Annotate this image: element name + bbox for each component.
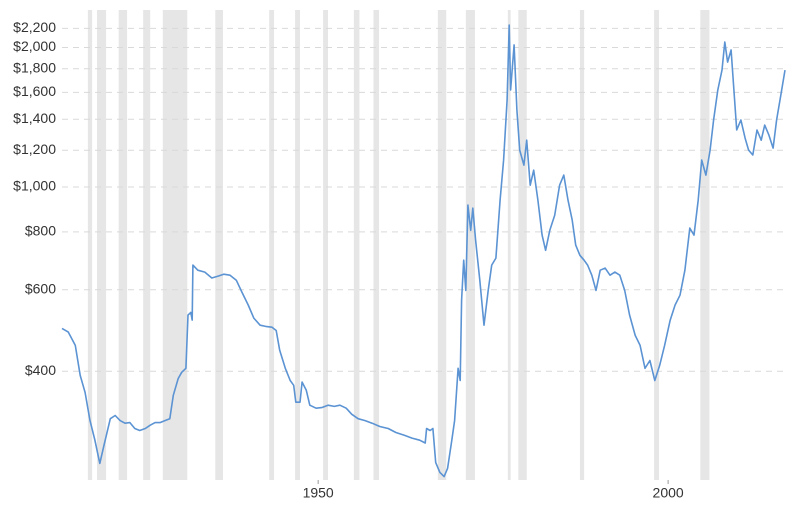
y-tick-label: $2,200 [13,19,56,35]
y-tick-label: $2,000 [13,38,56,54]
recession-band [579,10,585,480]
y-tick-label: $1,200 [13,141,56,157]
y-tick-label: $400 [25,362,56,378]
y-tick-label: $600 [25,280,56,296]
recession-band [323,10,328,480]
y-tick-label: $800 [25,223,56,239]
recession-band [215,10,223,480]
y-tick-label: $1,000 [13,178,56,194]
recession-band [700,10,710,480]
y-tick-label: $1,400 [13,110,56,126]
recession-band [143,10,151,480]
x-tick-label: 1950 [303,485,334,501]
x-tick-label: 2000 [653,485,684,501]
recession-band [118,10,128,480]
recession-band [295,10,300,480]
recession-band [162,10,188,480]
recession-band [87,10,93,480]
recession-band [465,10,475,480]
y-tick-label: $1,800 [13,59,56,75]
recession-band [437,10,447,480]
recession-band [269,10,275,480]
recession-band [353,10,360,480]
recession-band [373,10,380,480]
y-tick-label: $1,600 [13,83,56,99]
price-line [61,24,786,478]
recession-band [507,10,511,480]
recession-band [96,10,107,480]
recession-band [518,10,527,480]
recession-band [654,10,660,480]
